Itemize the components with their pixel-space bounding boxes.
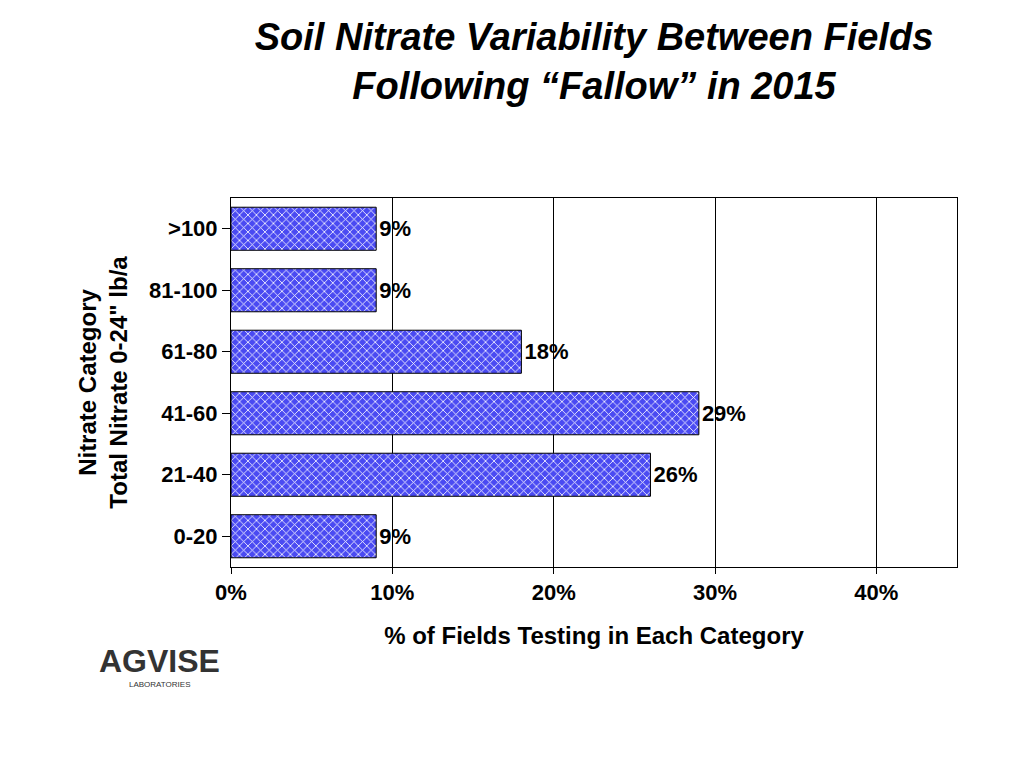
svg-text:>100: >100 (168, 216, 218, 241)
svg-text:30%: 30% (693, 580, 737, 605)
svg-text:9%: 9% (379, 216, 411, 241)
svg-text:18%: 18% (524, 339, 568, 364)
svg-text:% of Fields Testing in Each Ca: % of Fields Testing in Each Category (384, 622, 804, 649)
svg-text:61-80: 61-80 (161, 339, 217, 364)
svg-text:40%: 40% (854, 580, 898, 605)
svg-text:Soil Nitrate Variability Betwe: Soil Nitrate Variability Between FieldsF… (255, 16, 934, 107)
svg-text:41-60: 41-60 (161, 401, 217, 426)
svg-text:9%: 9% (379, 524, 411, 549)
svg-text:10%: 10% (370, 580, 414, 605)
svg-text:9%: 9% (379, 278, 411, 303)
svg-text:0%: 0% (215, 580, 247, 605)
svg-text:29%: 29% (702, 401, 746, 426)
svg-text:LABORATORIES: LABORATORIES (129, 680, 191, 689)
svg-text:26%: 26% (653, 462, 697, 487)
svg-text:0-20: 0-20 (174, 524, 218, 549)
svg-text:81-100: 81-100 (149, 278, 218, 303)
svg-text:AGVISE: AGVISE (99, 643, 220, 679)
svg-text:21-40: 21-40 (161, 462, 217, 487)
svg-text:20%: 20% (532, 580, 576, 605)
svg-text:Nitrate CategoryTotal Nitrate: Nitrate CategoryTotal Nitrate 0-24" lb/a (74, 256, 132, 509)
